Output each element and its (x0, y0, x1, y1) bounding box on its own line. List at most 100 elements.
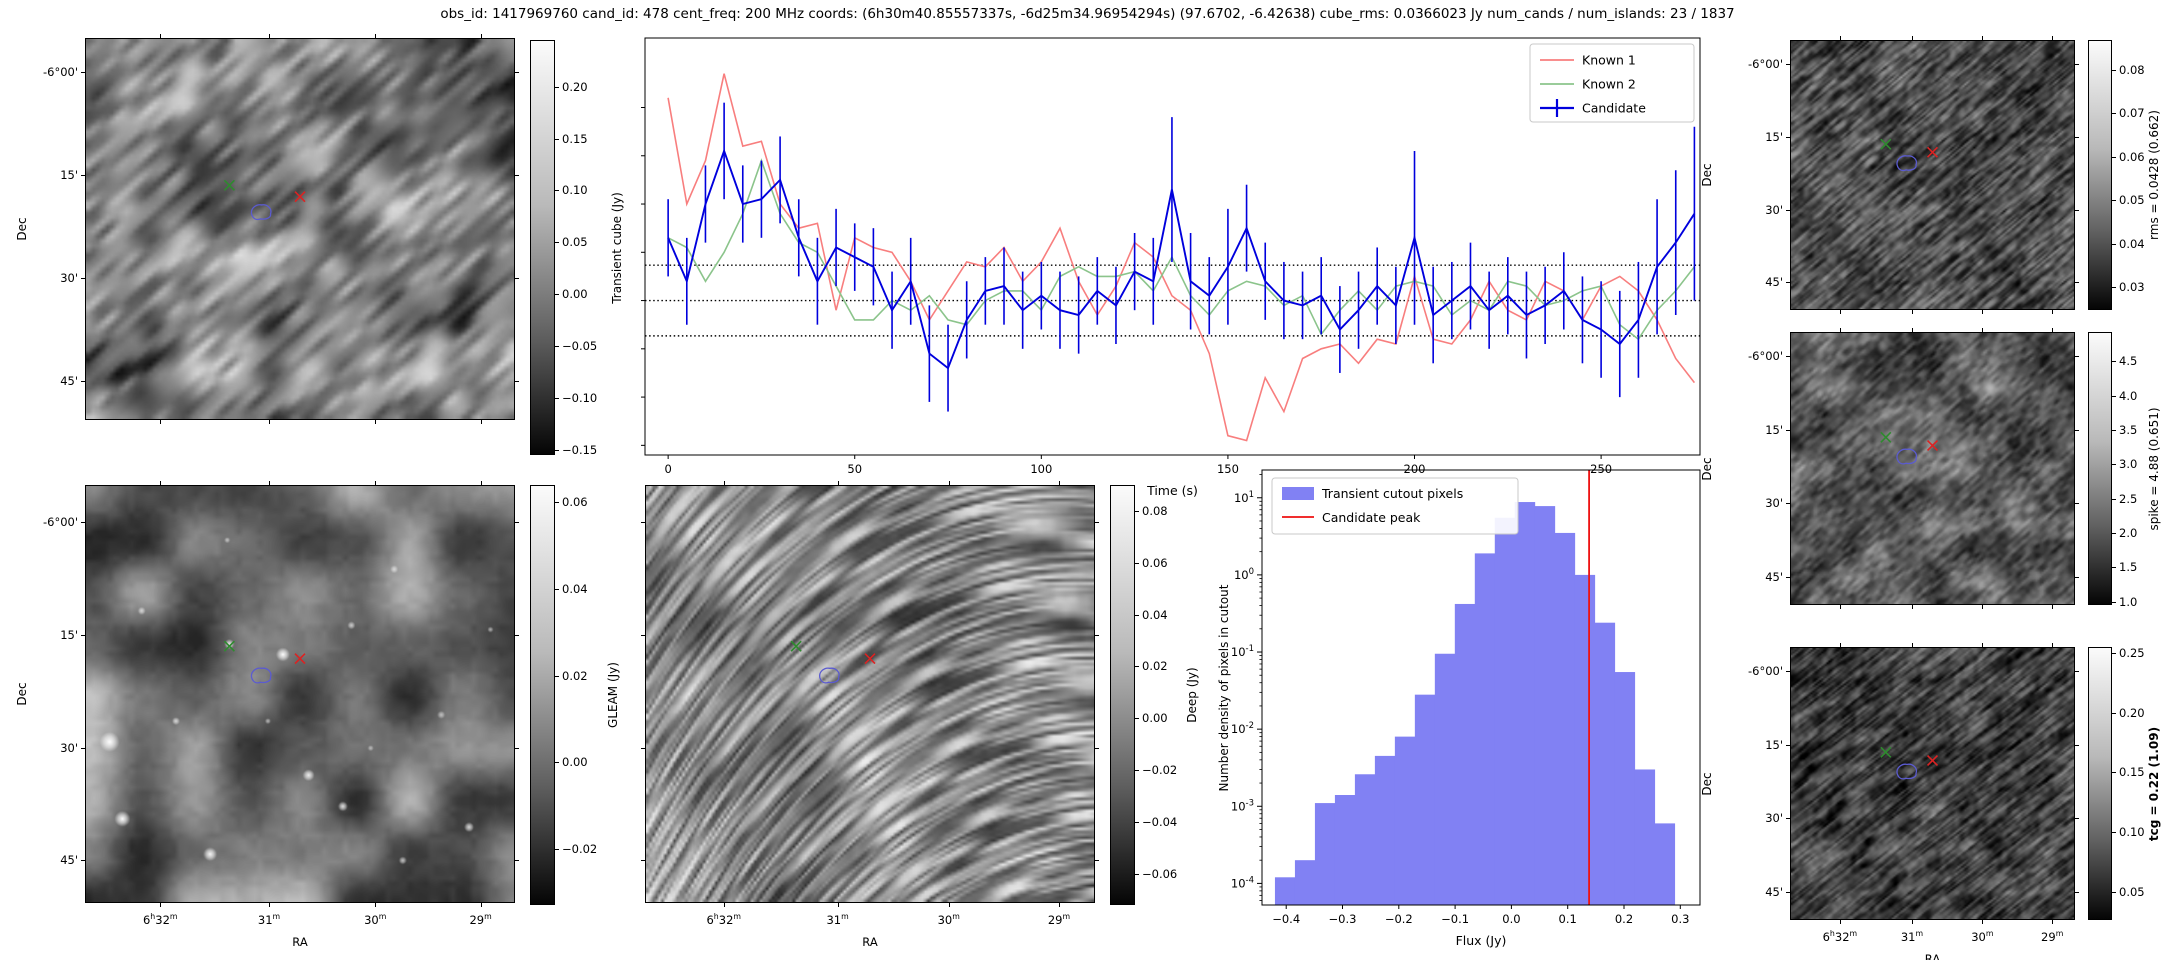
rms-colorbar-tick-label: 0.03 (2119, 280, 2145, 295)
ra-tick-mark (2052, 36, 2054, 40)
tcg-colorbar-tick-label: 0.25 (2119, 645, 2145, 660)
deep-colorbar-label: Deep (Jy) (1185, 667, 1199, 723)
ra-tick-mark (1911, 920, 1913, 924)
ra-tick-mark (269, 420, 271, 424)
ra-tick-mark (1059, 903, 1060, 907)
deep-panel (645, 485, 1095, 903)
ra-tick-mark (480, 481, 482, 485)
dec-tick-mark (1786, 671, 1790, 673)
tcg-colorbar (2088, 647, 2112, 920)
gleam-colorbar-tick-label: −0.02 (562, 841, 598, 856)
spike-colorbar-tick-label: 2.5 (2119, 491, 2138, 506)
candidate-errorbars (667, 102, 1696, 412)
legend-entry-label: Known 1 (1582, 53, 1636, 68)
deep-colorbar-tick (1135, 770, 1139, 772)
transient-colorbar-tick (555, 242, 559, 244)
dec-tick-mark (1786, 577, 1790, 579)
density-tick-label: 100 (1234, 567, 1254, 582)
tcg-colorbar-label: tcg = 0.22 (1.09) (2147, 726, 2161, 841)
ra-tick-mark (1911, 605, 1913, 609)
flux-tick-label: −0.2 (1385, 912, 1413, 926)
spike-colorbar-tick (2112, 498, 2116, 500)
spike-colorbar-tick (2112, 601, 2116, 603)
rms-colorbar-tick (2112, 156, 2116, 158)
deep-colorbar-tick-label: 0.02 (1142, 659, 1168, 674)
transient-panel (85, 38, 515, 420)
ra-axis-label: RA (1924, 952, 1941, 960)
gleam-panel (85, 485, 515, 903)
transient-colorbar-tick-label: 0.10 (562, 183, 588, 198)
gleam-colorbar-tick (555, 675, 559, 677)
dec-tick-mark (515, 277, 519, 279)
flux-tick-label: 0.0 (1502, 912, 1520, 926)
ra-tick-mark (837, 903, 839, 907)
gleam-colorbar-tick-label: 0.02 (562, 668, 588, 683)
dec-tick-mark (515, 860, 519, 862)
dec-tick-label: -6°00' (1747, 57, 1783, 72)
density-axis-label: Number density of pixels in cutout (1217, 584, 1231, 791)
dec-tick-mark (2075, 892, 2079, 894)
density-tick-label: 10-3 (1231, 798, 1254, 813)
dec-tick-mark (641, 860, 645, 862)
dec-tick-mark (81, 860, 85, 862)
spike-colorbar-tick-label: 1.0 (2119, 594, 2138, 609)
flux-axis-label: Flux (Jy) (1456, 933, 1507, 948)
ra-tick-mark (2052, 310, 2054, 314)
ra-tick-label: 6h32m (1822, 929, 1858, 944)
tcg-panel (1790, 647, 2075, 920)
ra-tick-mark (1911, 310, 1913, 314)
dec-tick-mark (1786, 503, 1790, 505)
gleam-colorbar-tick-label: 0.04 (562, 581, 588, 596)
dec-tick-label: -6°00' (42, 515, 78, 530)
spike-colorbar-tick (2112, 567, 2116, 569)
rms-colorbar-label: rms = 0.0428 (0.662) (2147, 110, 2161, 240)
ra-tick-label: 29m (2041, 929, 2064, 944)
dec-tick-mark (1786, 282, 1790, 284)
ra-tick-mark (723, 903, 725, 907)
deep-colorbar-tick (1135, 666, 1139, 668)
spike-colorbar (2088, 332, 2112, 605)
ra-tick-label: 30m (1971, 929, 1994, 944)
dec-tick-mark (1095, 522, 1099, 524)
gleam-colorbar-tick (555, 848, 559, 850)
dec-tick-label: -6°00' (1747, 664, 1783, 679)
dec-tick-mark (81, 635, 85, 637)
transient-colorbar-tick-label: −0.10 (562, 390, 598, 405)
ra-tick-mark (269, 481, 271, 485)
ra-tick-label: 29m (1047, 912, 1071, 927)
dec-axis-label: Dec (1700, 771, 1714, 796)
dec-tick-mark (2075, 136, 2079, 138)
rms-image (1791, 41, 2074, 309)
dec-tick-label: -6°00' (1747, 349, 1783, 364)
gleam-colorbar-tick (555, 502, 559, 504)
rms-colorbar-tick-label: 0.08 (2119, 62, 2145, 77)
gleam-colorbar-tick (555, 762, 559, 764)
ra-tick-mark (375, 481, 377, 485)
ra-tick-label: 30m (364, 912, 387, 927)
legend-entry-label: Known 2 (1582, 77, 1636, 92)
rms-colorbar-tick-label: 0.06 (2119, 149, 2145, 164)
ra-tick-mark (375, 420, 377, 424)
dec-axis-label: Dec (1700, 163, 1714, 187)
rms-colorbar-tick (2112, 287, 2116, 289)
tcg-colorbar-tick-label: 0.15 (2119, 765, 2145, 780)
dec-tick-mark (2075, 209, 2079, 211)
dec-tick-mark (1095, 635, 1099, 637)
ra-tick-mark (2052, 605, 2054, 609)
deep-colorbar-tick-label: 0.06 (1142, 555, 1168, 570)
ra-tick-mark (1839, 920, 1841, 924)
dec-tick-mark (81, 277, 85, 279)
spike-colorbar-tick (2112, 464, 2116, 466)
flux-tick-label: −0.3 (1329, 912, 1357, 926)
ra-tick-label: 30m (937, 912, 960, 927)
spike-colorbar-tick-label: 4.0 (2119, 388, 2138, 403)
dec-tick-label: 15' (1765, 129, 1783, 144)
known2-line (667, 158, 1696, 341)
dec-tick-mark (2075, 577, 2079, 579)
spike-colorbar-tick-label: 2.0 (2119, 525, 2138, 540)
density-tick-label: 10-2 (1231, 721, 1254, 736)
ra-tick-label: 29m (469, 912, 492, 927)
ra-tick-mark (1911, 36, 1913, 40)
ra-tick-mark (1839, 36, 1841, 40)
deep-image (646, 486, 1094, 902)
